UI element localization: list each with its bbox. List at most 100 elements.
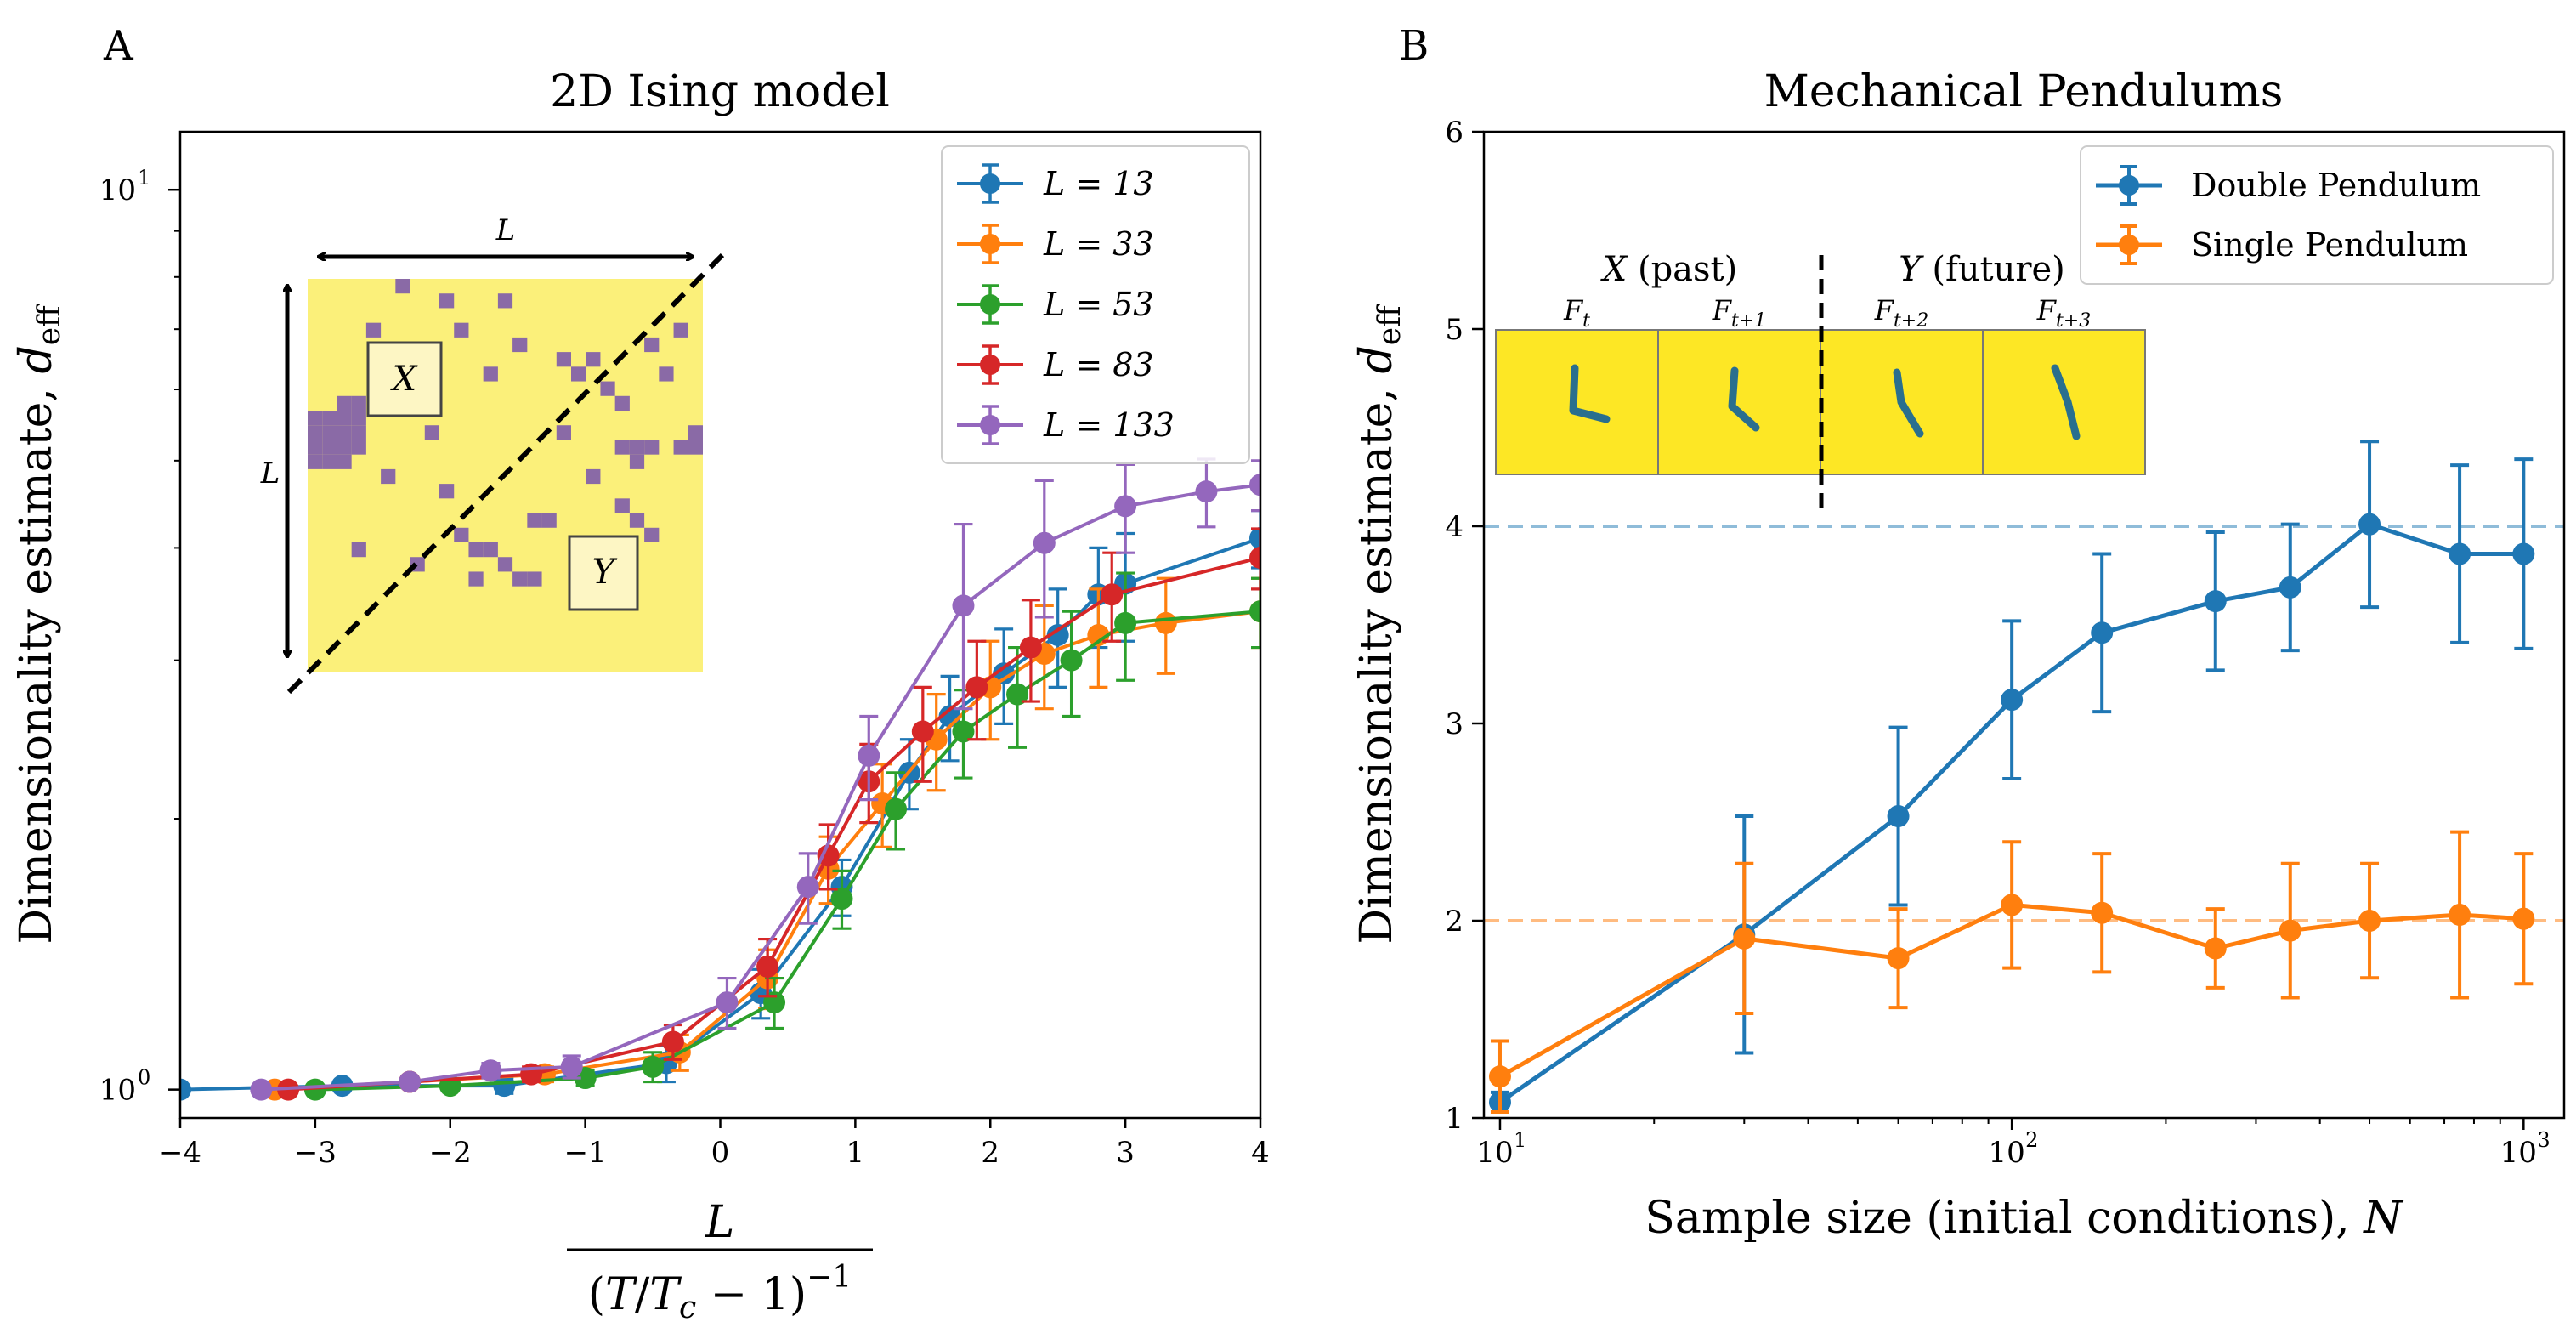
legend-a-item-l-53: L = 53 (957, 284, 1154, 325)
b-line-single-pendulum (1498, 902, 2524, 1079)
pendulum-rod (1569, 364, 1611, 423)
panel-b: B Mechanical Pendulums Ft Ft+1 Ft+2 Ft+3 X … (1351, 22, 2566, 1244)
frame-label: Ft+1 (1712, 294, 1766, 332)
pendulum-rod (1728, 366, 1760, 432)
a-point (1154, 611, 1177, 634)
legend-marker (980, 355, 1000, 375)
b-point (2358, 513, 2381, 536)
spin-cell (308, 440, 323, 455)
spin-cell (395, 279, 410, 294)
a-point (1249, 474, 1260, 496)
pendulum-rod (2051, 364, 2081, 440)
spin-cell (527, 571, 542, 587)
b-xtick-exponent: 1 (1514, 1128, 1526, 1152)
legend-label: L = 33 (1043, 225, 1154, 263)
a-point (1114, 495, 1137, 518)
a-point (993, 662, 1016, 685)
pendulum-inset: Ft Ft+1 Ft+2 Ft+3 X (past) Y (future) (1495, 250, 2146, 508)
a-line-l-133 (261, 483, 1260, 1092)
spin-cell (556, 425, 571, 440)
frame-label: Ft+2 (1874, 294, 1928, 332)
pendulum-frame-3: Ft+2 (1820, 294, 1984, 475)
spin-cell (512, 571, 528, 587)
spin-clusters (308, 279, 703, 601)
b-ytick-label: 6 (1445, 116, 1464, 150)
chart-b-xlabel: Sample size (initial conditions), N (1645, 1193, 2403, 1244)
b-point (2358, 910, 2381, 932)
panel-label-a: A (103, 22, 134, 70)
b-point (2001, 894, 2024, 916)
inset-width-label: L (495, 213, 516, 247)
pendulum-rod (1893, 368, 1924, 438)
spin-cell (571, 366, 586, 382)
a-xtick-label: −4 (159, 1136, 201, 1170)
spin-cell (322, 454, 337, 469)
a-point (885, 797, 908, 820)
spin-cell (614, 498, 630, 513)
a-point (479, 1059, 502, 1082)
b-point (2449, 904, 2471, 927)
legend-a-box (941, 145, 1250, 464)
legend-a-item-l-133: L = 133 (957, 405, 1175, 445)
b-point (1488, 1065, 1511, 1088)
b-point (2512, 907, 2535, 930)
spin-cell (337, 454, 352, 469)
a-point (1006, 683, 1029, 706)
spin-cell (365, 322, 382, 338)
a-ytick-exponent: 1 (138, 166, 150, 190)
a-point (1249, 527, 1260, 550)
a-xtick-label: 4 (1251, 1136, 1270, 1170)
y-region-label: Y (592, 553, 618, 592)
spin-cell (556, 352, 571, 367)
spin-cell (688, 440, 703, 455)
a-point (399, 1070, 422, 1093)
legend-label: L = 133 (1043, 406, 1175, 444)
spin-cell (337, 440, 352, 455)
xlabel-numerator: L (705, 1197, 735, 1248)
spin-cell (673, 440, 688, 455)
chart-a-title: 2D Ising model (550, 66, 890, 117)
spin-cell (351, 542, 366, 558)
spin-cell (351, 425, 366, 440)
spin-cell (644, 440, 660, 455)
pendulum-frame-2: Ft+1 (1657, 294, 1821, 475)
spin-cell (381, 468, 396, 485)
a-point (911, 720, 934, 743)
chart-b-ylabel: Dimensionality estimate, deff (1351, 304, 1407, 945)
reference-lines (1484, 525, 2564, 922)
b-xtick-label: 10 (2500, 1136, 2537, 1170)
a-point (1019, 636, 1042, 659)
spin-cell (586, 468, 601, 485)
a-ytick-label: 10 (99, 173, 136, 207)
spin-cell (586, 352, 601, 367)
a-point (1101, 583, 1124, 606)
spin-cell (497, 557, 513, 572)
a-ytick-label: 10 (99, 1074, 136, 1108)
a-point (1033, 531, 1056, 554)
legend-label: L = 83 (1043, 346, 1154, 383)
y-region-box (568, 535, 639, 611)
b-point (1887, 805, 1910, 828)
spin-cell (337, 395, 352, 411)
spin-cell (614, 395, 630, 411)
b-point (2512, 542, 2535, 565)
spin-cell (337, 425, 352, 440)
frame-background (1657, 329, 1821, 475)
b-xtick-exponent: 2 (2025, 1128, 2038, 1152)
frame-label: Ft+3 (2036, 294, 2091, 332)
legend-a: L = 13 L = 33 L = 53 L = 83 L = 133 (941, 145, 1250, 464)
xlabel-denominator: (T/Tc − 1)−1 (588, 1260, 852, 1325)
spin-cell (351, 440, 366, 455)
legend-label: Single Pendulum (2191, 226, 2468, 264)
a-xtick-label: −1 (564, 1136, 607, 1170)
legend-marker (980, 415, 1000, 435)
b-xtick-label: 10 (1989, 1136, 2025, 1170)
spin-cell (322, 425, 337, 440)
a-point (952, 720, 975, 743)
a-point (796, 876, 819, 899)
legend-marker (2119, 175, 2139, 196)
legend-a-item-l-33: L = 33 (957, 224, 1154, 264)
b-xtick-label: 10 (1476, 1136, 1513, 1170)
a-point (756, 955, 779, 978)
